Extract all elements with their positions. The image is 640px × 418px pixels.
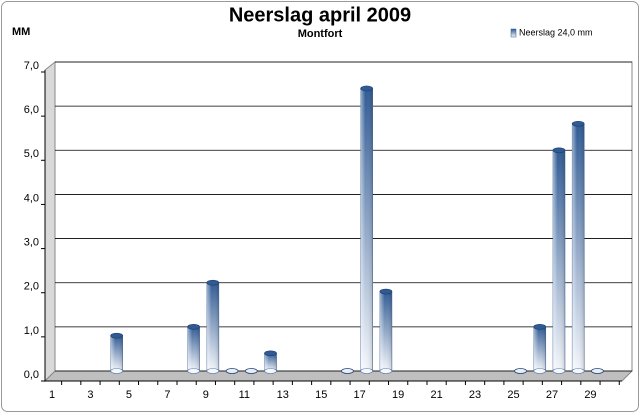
bar-base [264,368,277,374]
bar-shade [360,88,373,371]
bar [244,368,258,374]
bar [514,368,527,374]
y-tick-label: 0,0 [24,369,39,381]
y-tick-label: 7,0 [24,60,39,72]
bar-base [360,368,373,374]
bar-top [264,350,277,357]
x-tick-label: 5 [126,389,132,401]
bar-base [110,368,123,374]
x-tick-label: 23 [469,389,481,401]
y-axis-label: MM [12,26,30,38]
y-tick-label: 4,0 [24,192,39,204]
x-tick-label: 17 [354,389,366,401]
bar [341,368,354,374]
bar-shade [572,123,585,371]
x-tick-label: 9 [203,389,209,401]
bar-top [110,332,123,339]
x-tick-label: 11 [239,389,250,401]
bar-shade [379,291,392,371]
bar-base [533,368,547,374]
legend-swatch [510,28,517,38]
x-tick-label: 13 [277,389,289,401]
x-tick-label: 19 [392,389,404,401]
x-tick-label: 25 [507,389,519,401]
legend-label: Neerslag 24,0 mm [519,27,593,37]
bar-base [187,368,200,374]
chart-subtitle: Montfort [298,28,343,40]
bar-top [206,279,220,286]
bar-top [533,324,547,330]
bar-shade [533,326,546,371]
bar-shade [264,353,277,371]
y-tick-label: 6,0 [24,104,39,116]
x-tick-label: 7 [164,389,170,401]
bar [225,368,239,374]
y-tick-label: 5,0 [24,148,39,160]
x-tick-label: 1 [49,389,55,401]
x-tick-label: 21 [430,389,442,401]
bar-top [187,324,200,330]
bar-top [552,147,566,154]
y-tick-label: 1,0 [24,325,39,337]
x-tick-label: 27 [546,389,558,401]
bar-base [571,368,585,374]
x-tick-label: 3 [87,389,93,401]
side-wall [44,60,56,383]
y-tick-label: 3,0 [24,236,39,248]
x-tick-label: 15 [315,389,327,401]
bar-shade [110,335,123,371]
bar-top [379,288,393,295]
chart-title: Neerslag april 2009 [229,4,411,26]
bar-shade [206,282,219,371]
bar-base [206,368,220,374]
y-tick-label: 2,0 [24,281,39,293]
bar-top [360,85,373,92]
bar-base [552,368,566,374]
bar-top [571,121,585,127]
bar-shade [552,150,565,371]
bar-shade [187,326,200,371]
x-tick-label: 29 [584,389,596,401]
bar [591,368,604,374]
bar-base [379,368,393,374]
